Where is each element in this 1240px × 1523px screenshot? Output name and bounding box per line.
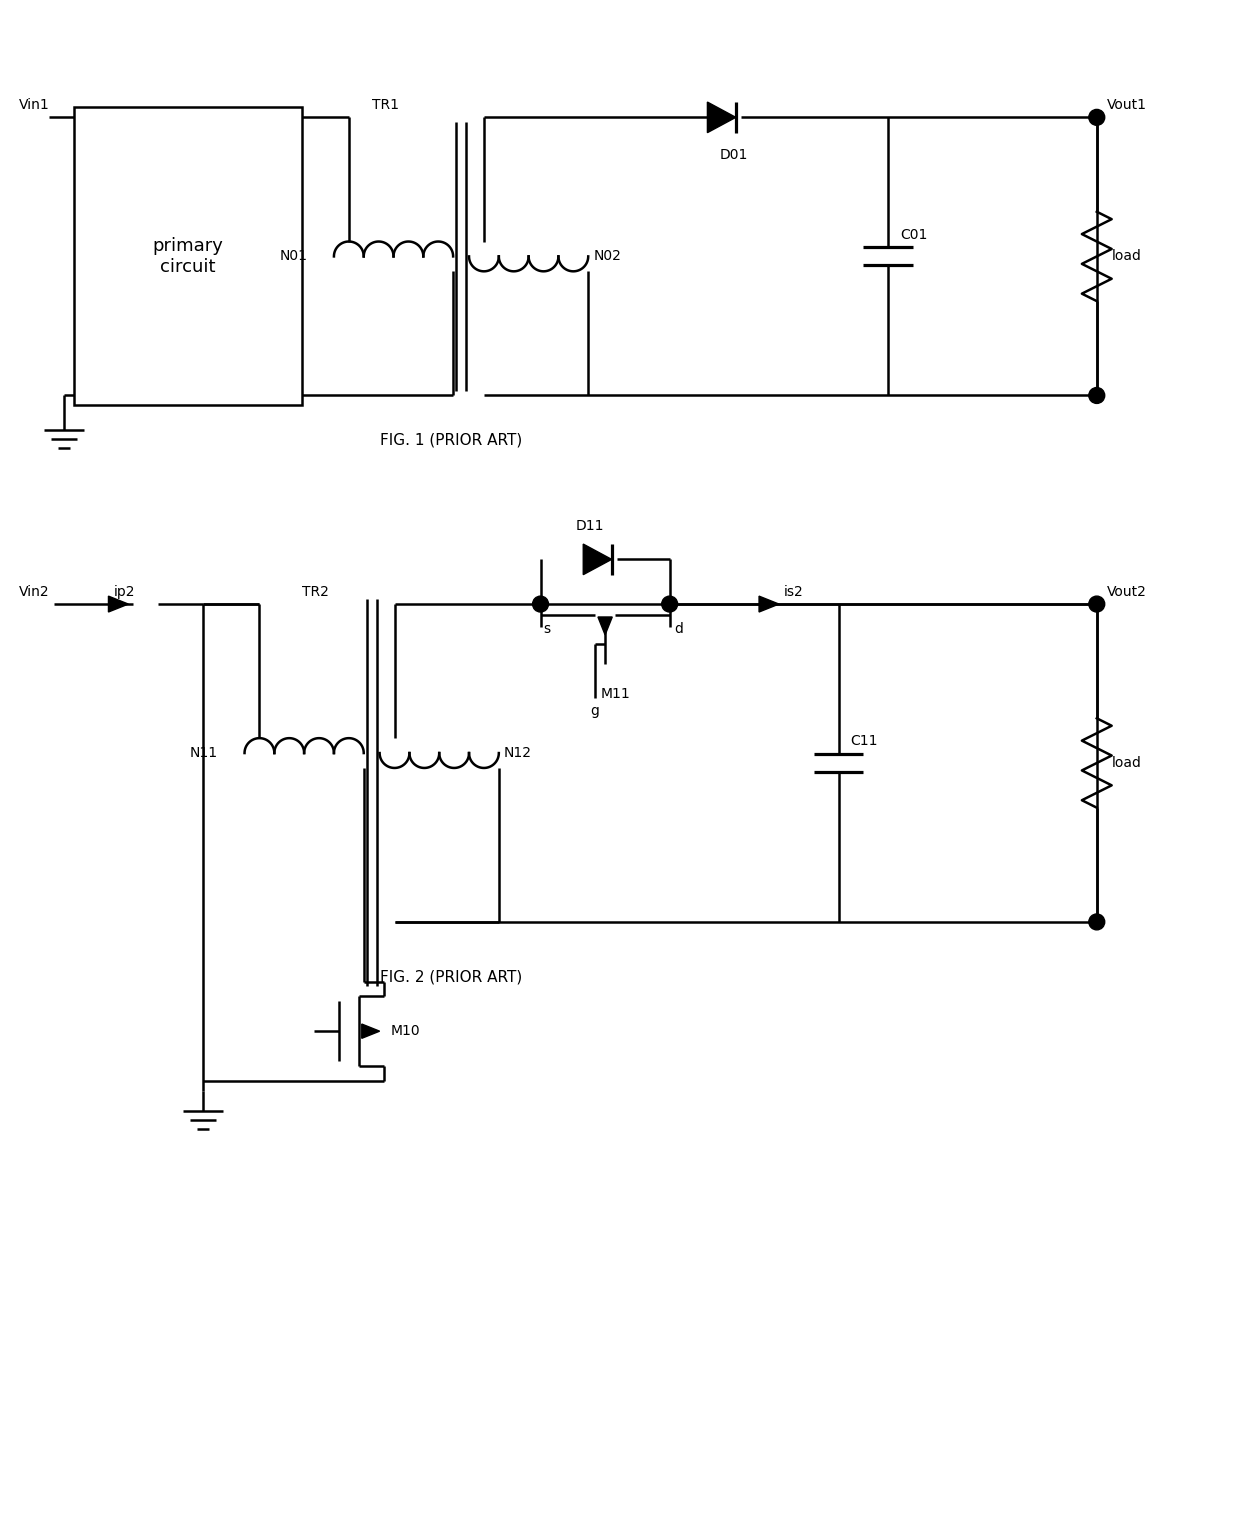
- Text: Vout2: Vout2: [1107, 585, 1147, 599]
- Circle shape: [533, 595, 548, 612]
- Text: N11: N11: [190, 746, 218, 760]
- Text: load: load: [1112, 755, 1142, 771]
- Text: TR1: TR1: [372, 99, 399, 113]
- Text: Vout1: Vout1: [1107, 99, 1147, 113]
- Text: D11: D11: [575, 518, 604, 533]
- Text: primary
circuit: primary circuit: [153, 238, 223, 276]
- Polygon shape: [362, 1023, 379, 1039]
- Circle shape: [1089, 110, 1105, 125]
- Text: Vin1: Vin1: [19, 99, 50, 113]
- Text: FIG. 2 (PRIOR ART): FIG. 2 (PRIOR ART): [379, 969, 522, 984]
- Text: s: s: [543, 621, 551, 635]
- Text: d: d: [675, 621, 683, 635]
- Polygon shape: [707, 102, 735, 133]
- Text: is2: is2: [784, 585, 804, 599]
- Circle shape: [1089, 914, 1105, 931]
- Circle shape: [662, 595, 677, 612]
- Text: C01: C01: [900, 227, 928, 242]
- Polygon shape: [583, 544, 611, 574]
- Text: N02: N02: [593, 250, 621, 263]
- Text: load: load: [1112, 250, 1142, 263]
- Text: M10: M10: [391, 1023, 420, 1039]
- Text: Vin2: Vin2: [19, 585, 50, 599]
- Circle shape: [1089, 595, 1105, 612]
- Text: N01: N01: [279, 250, 308, 263]
- Text: M11: M11: [600, 687, 630, 702]
- Circle shape: [1089, 387, 1105, 404]
- Polygon shape: [598, 617, 613, 635]
- Text: ip2: ip2: [113, 585, 135, 599]
- Text: TR2: TR2: [303, 585, 329, 599]
- Polygon shape: [108, 595, 128, 612]
- Text: N12: N12: [503, 746, 532, 760]
- Text: C11: C11: [851, 734, 878, 748]
- Text: D01: D01: [719, 148, 748, 161]
- Text: FIG. 1 (PRIOR ART): FIG. 1 (PRIOR ART): [379, 433, 522, 448]
- Polygon shape: [759, 595, 779, 612]
- Text: g: g: [590, 704, 599, 719]
